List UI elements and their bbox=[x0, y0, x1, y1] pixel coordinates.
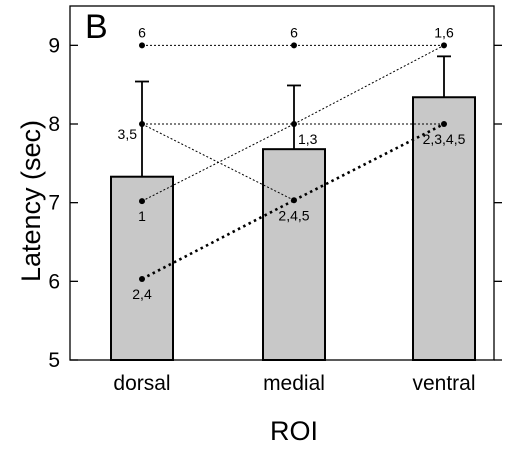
x-axis-title: ROI bbox=[270, 416, 318, 446]
connector-line-4-0 bbox=[141, 123, 295, 201]
data-point bbox=[291, 42, 297, 49]
x-category-label: dorsal bbox=[113, 372, 170, 395]
data-point bbox=[139, 42, 145, 49]
point-labels-layer: 6 6 1,6 3,5 1,3 2,3,4,5 1 2,4,5 2,4 bbox=[118, 24, 466, 302]
y-tick-label: 5 bbox=[48, 349, 60, 372]
points-layer bbox=[139, 42, 447, 282]
x-category-label: ventral bbox=[412, 372, 475, 395]
point-label: 3,5 bbox=[118, 126, 138, 142]
y-tick-label: 7 bbox=[48, 192, 60, 215]
plot-frame bbox=[69, 5, 495, 361]
x-category-labels: dorsal medial ventral bbox=[113, 372, 475, 395]
point-label: 1 bbox=[138, 208, 146, 224]
point-label: 2,4 bbox=[132, 286, 152, 302]
bar-medial bbox=[262, 148, 326, 361]
bar-ventral bbox=[412, 96, 476, 362]
point-label: 1,3 bbox=[298, 131, 318, 147]
point-label: 2,3,4,5 bbox=[423, 131, 466, 147]
data-point bbox=[291, 197, 297, 204]
point-label: 6 bbox=[138, 24, 146, 40]
bars-layer bbox=[110, 96, 476, 362]
data-point bbox=[441, 42, 447, 49]
point-label: 6 bbox=[290, 24, 298, 40]
point-label: 2,4,5 bbox=[278, 207, 309, 223]
x-category-label: medial bbox=[263, 372, 325, 395]
data-point bbox=[291, 121, 297, 127]
data-point bbox=[139, 198, 145, 205]
error-bars-layer bbox=[135, 55, 451, 177]
y-tick-label: 9 bbox=[48, 34, 60, 57]
connector-line-3-1 bbox=[293, 122, 445, 202]
point-label: 1,6 bbox=[434, 24, 454, 40]
bar-dorsal bbox=[110, 175, 174, 361]
data-point bbox=[139, 275, 145, 282]
y-ticks-layer: 5 6 7 8 9 bbox=[48, 34, 502, 372]
connector-line-3-0 bbox=[141, 199, 295, 281]
data-point bbox=[441, 121, 447, 127]
plot-border bbox=[69, 5, 495, 361]
data-point bbox=[139, 121, 145, 127]
connector-lines-layer bbox=[141, 44, 445, 281]
y-axis-title: Latency (sec) bbox=[16, 120, 46, 282]
connector-line-1-1 bbox=[293, 44, 445, 125]
y-tick-label: 6 bbox=[48, 270, 60, 293]
panel-label: B bbox=[85, 8, 108, 46]
y-tick-label: 8 bbox=[48, 113, 60, 136]
